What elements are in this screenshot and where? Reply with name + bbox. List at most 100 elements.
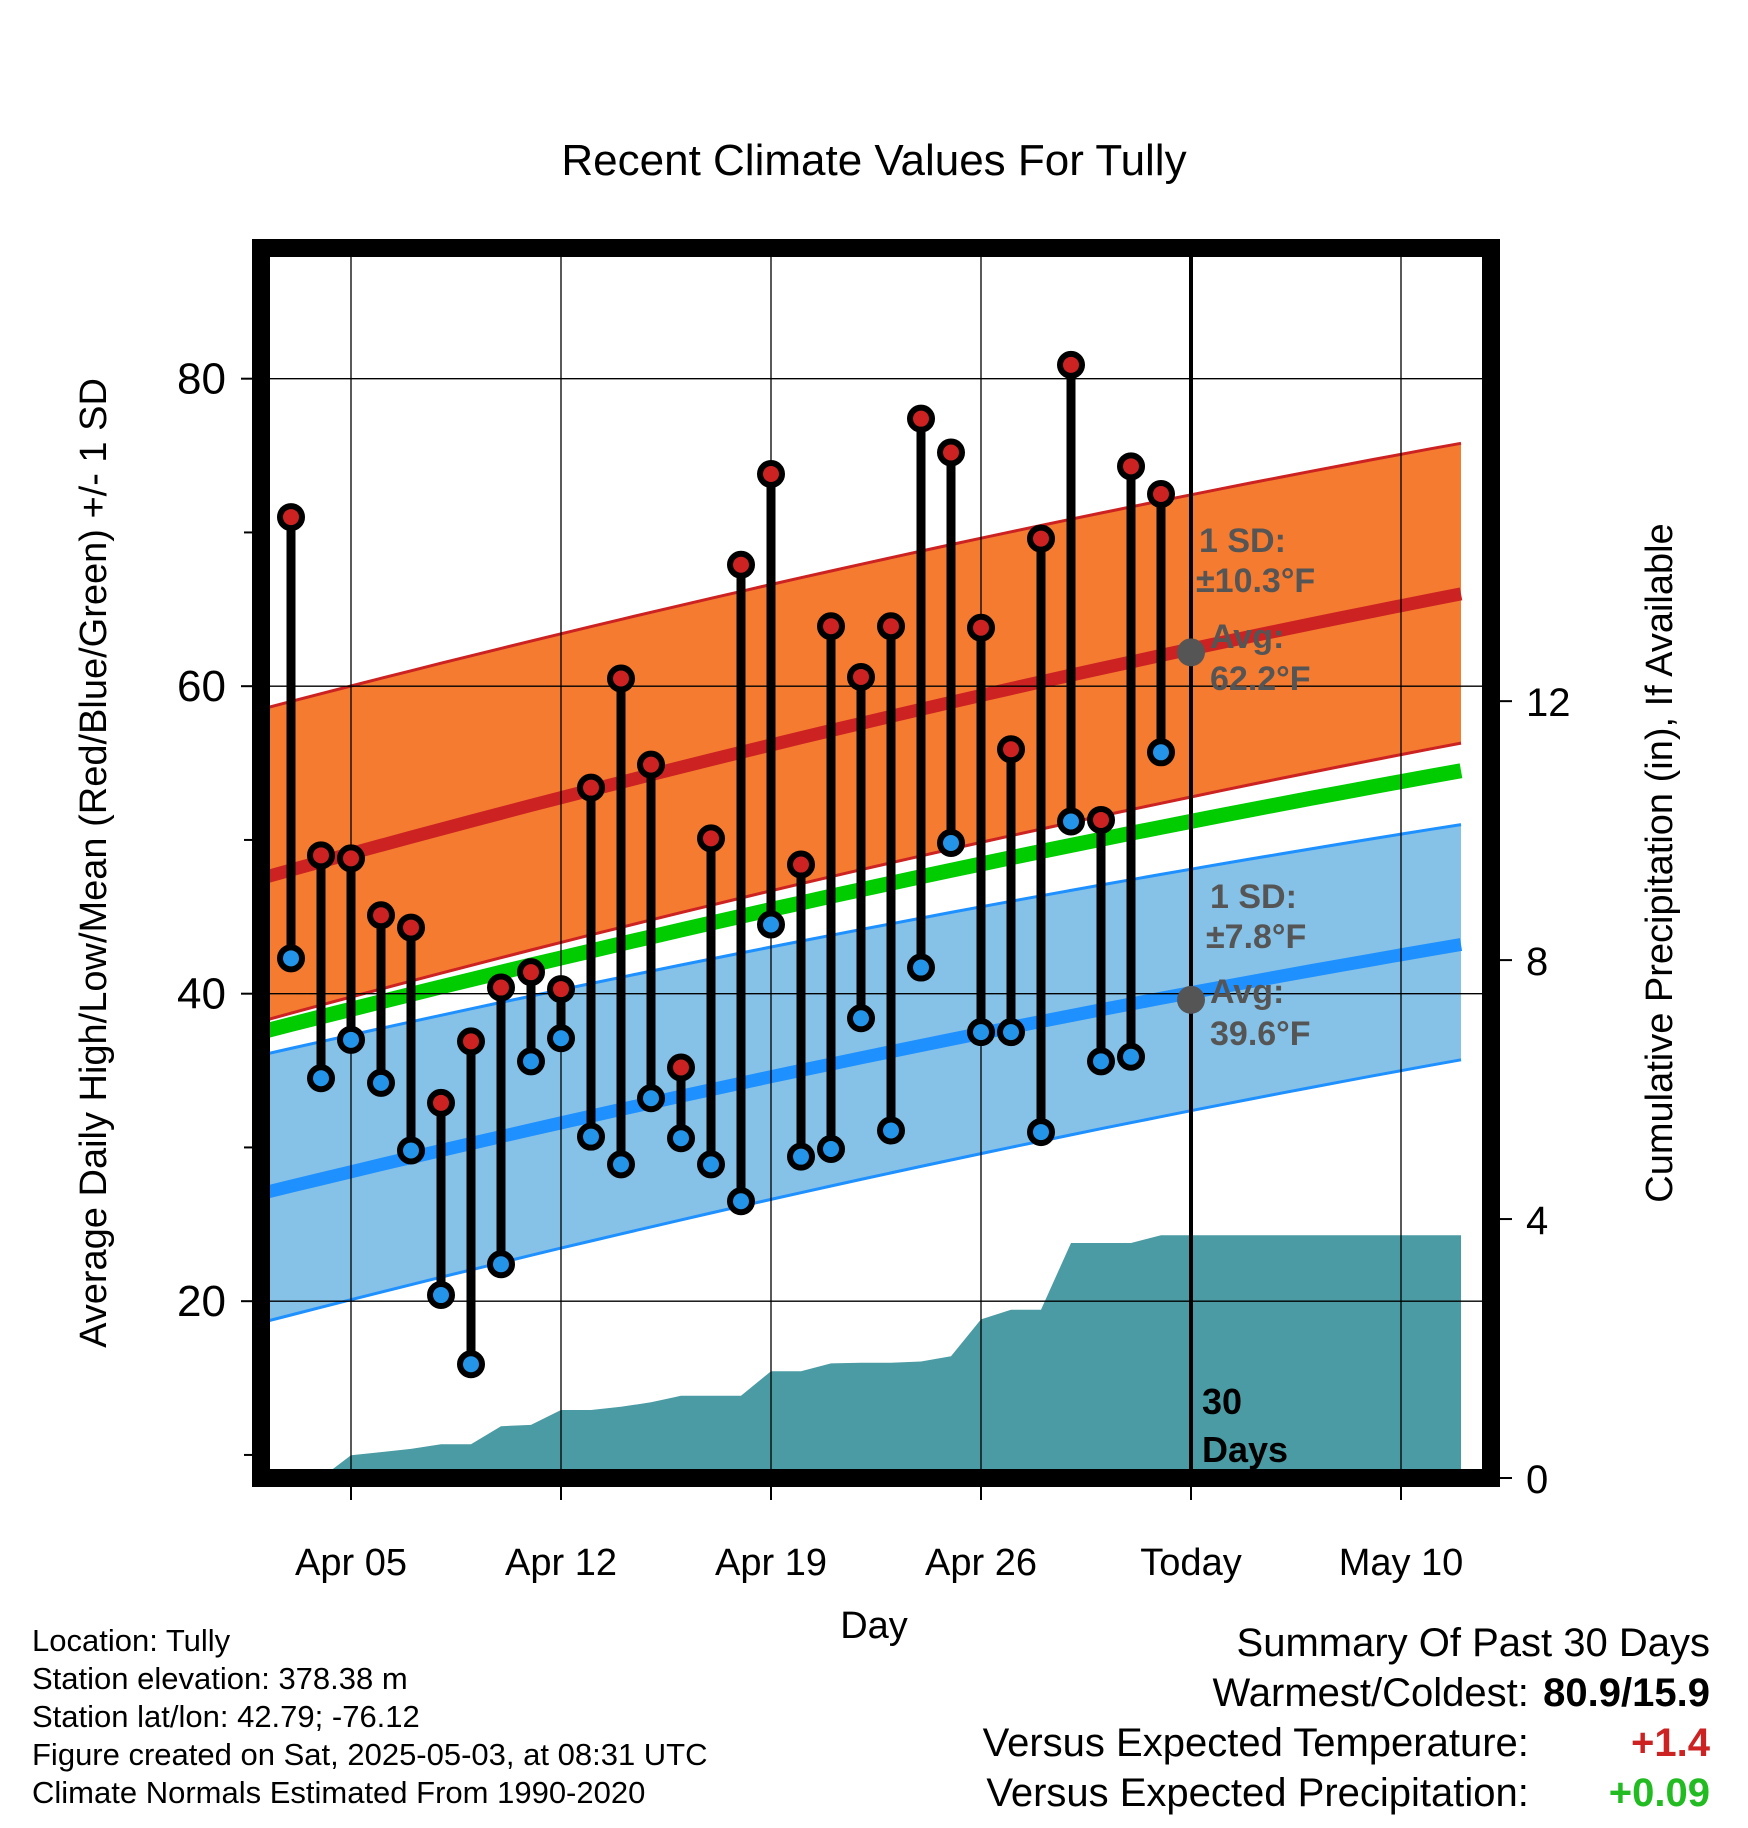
low-point-8 (517, 1047, 545, 1076)
low-point-26 (1057, 807, 1085, 836)
high-sd-value: ±10.3°F (1196, 562, 1315, 600)
high-point-2 (337, 844, 365, 873)
y-left-tick-label-40: 40 (177, 970, 226, 1019)
y-right-tick-label-12: 12 (1526, 681, 1571, 725)
y-left-tick-label-80: 80 (177, 355, 226, 404)
high-point-28 (1117, 452, 1145, 481)
y-axis-left-label: Average Daily High/Low/Mean (Red/Blue/Gr… (73, 378, 115, 1348)
high-point-11 (607, 664, 635, 693)
high-point-29 (1147, 480, 1175, 508)
low-point-18 (817, 1134, 845, 1163)
x-tick-label-1: Apr 12 (505, 1542, 617, 1584)
low-point-27 (1087, 1047, 1115, 1076)
low-point-11 (607, 1150, 635, 1179)
summary-panel: Summary Of Past 30 Days Warmest/Coldest:… (983, 1618, 1710, 1818)
high-point-21 (907, 404, 935, 433)
high-point-13 (667, 1053, 695, 1082)
high-point-8 (517, 958, 545, 987)
y-axis-right-label: Cumulative Precipitation (in), If Availa… (1639, 523, 1681, 1202)
low-point-22 (937, 829, 965, 858)
station-info: Location: Tully Station elevation: 378.3… (32, 1622, 708, 1812)
precip-area (291, 1235, 1461, 1478)
high-avg-value: 62.2°F (1210, 660, 1311, 698)
y-left-tick-label-20: 20 (177, 1277, 226, 1326)
low-point-24 (997, 1018, 1025, 1047)
low-point-7 (487, 1250, 515, 1279)
low-point-16 (757, 910, 785, 939)
high-point-17 (787, 850, 815, 879)
high-sd-label: 1 SD: (1199, 522, 1286, 560)
high-point-0 (277, 503, 305, 532)
low-point-15 (727, 1187, 755, 1216)
info-normals: Climate Normals Estimated From 1990-2020 (32, 1775, 646, 1810)
high-point-23 (967, 613, 995, 642)
low-point-0 (277, 944, 305, 973)
low-point-6 (457, 1350, 485, 1379)
summary-warm-cold-label: Warmest/Coldest: (1212, 1671, 1529, 1715)
low-point-5 (427, 1281, 455, 1310)
high-point-3 (367, 901, 395, 930)
low-avg-label: Avg: (1210, 973, 1284, 1011)
x-tick-label-2: Apr 19 (715, 1542, 827, 1584)
y-right-tick-label-8: 8 (1526, 940, 1548, 984)
high-point-15 (727, 550, 755, 579)
low-point-10 (577, 1122, 605, 1151)
high-point-24 (997, 735, 1025, 764)
summary-temp: Versus Expected Temperature: +1.4 (983, 1718, 1710, 1768)
summary-warm-cold: Warmest/Coldest: 80.9/15.9 (983, 1668, 1711, 1718)
high-point-12 (637, 750, 665, 779)
summary-heading: Summary Of Past 30 Days (1236, 1621, 1710, 1665)
today-high-avg-marker (1177, 638, 1205, 667)
today-label: 30 Days (1202, 1381, 1288, 1470)
high-point-26 (1057, 350, 1085, 379)
high-point-4 (397, 913, 425, 942)
low-point-29 (1147, 738, 1175, 767)
summary-temp-value: +1.4 (1631, 1721, 1710, 1765)
high-sd-annotation: 1 SD: ±10.3°F Avg: 62.2°F (1196, 522, 1315, 698)
high-point-22 (937, 438, 965, 467)
info-location: Location: Tully (32, 1623, 231, 1658)
summary-precip-label: Versus Expected Precipitation: (986, 1771, 1529, 1815)
high-point-14 (697, 824, 725, 853)
x-tick-label-3: Apr 26 (925, 1542, 1037, 1584)
high-point-9 (547, 975, 575, 1004)
low-sd-value: ±7.8°F (1206, 918, 1306, 956)
high-point-19 (847, 662, 875, 691)
high-point-5 (427, 1088, 455, 1117)
x-tick-label-4: Today (1140, 1542, 1241, 1584)
high-avg-label: Avg: (1210, 618, 1284, 656)
low-point-19 (847, 1004, 875, 1033)
low-sd-annotation: 1 SD: ±7.8°F Avg: 39.6°F (1206, 878, 1311, 1053)
low-point-21 (907, 953, 935, 982)
low-point-28 (1117, 1042, 1145, 1071)
high-sd-band-upper-edge (261, 441, 1462, 711)
high-point-6 (457, 1027, 485, 1056)
low-point-17 (787, 1142, 815, 1171)
low-point-12 (637, 1084, 665, 1113)
chart-title: Recent Climate Values For Tully (561, 136, 1186, 185)
low-sd-label: 1 SD: (1210, 878, 1297, 916)
low-point-25 (1027, 1118, 1055, 1147)
low-point-23 (967, 1018, 995, 1047)
plot-frame (252, 239, 1500, 1487)
summary-precip: Versus Expected Precipitation: +0.09 (983, 1768, 1710, 1818)
high-point-20 (877, 612, 905, 641)
low-point-3 (367, 1068, 395, 1097)
x-axis-label: Day (840, 1605, 908, 1647)
low-avg-value: 39.6°F (1210, 1015, 1311, 1053)
y-right-tick-label-4: 4 (1526, 1199, 1548, 1243)
high-point-25 (1027, 524, 1055, 553)
high-point-10 (577, 773, 605, 802)
high-point-1 (307, 841, 335, 870)
x-tick-label-0: Apr 05 (295, 1542, 407, 1584)
y-left-tick-label-60: 60 (177, 662, 226, 711)
y-right-tick-label-0: 0 (1526, 1458, 1548, 1502)
high-point-27 (1087, 805, 1115, 834)
high-point-7 (487, 973, 515, 1002)
x-tick-label-5: May 10 (1339, 1542, 1464, 1584)
today-label-line2: Days (1202, 1429, 1288, 1470)
info-created: Figure created on Sat, 2025-05-03, at 08… (32, 1737, 708, 1772)
low-point-20 (877, 1116, 905, 1145)
summary-precip-value: +0.09 (1608, 1771, 1710, 1815)
